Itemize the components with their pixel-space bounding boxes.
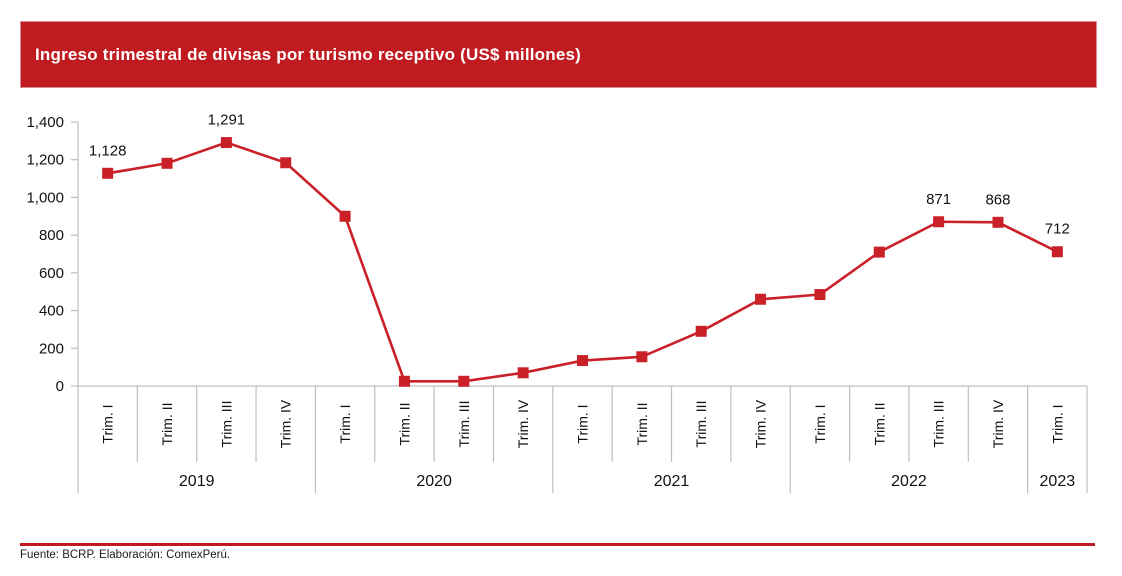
x-quarter-label: Trim. II: [396, 402, 412, 445]
x-quarter-label: Trim. III: [456, 401, 472, 448]
x-quarter-label: Trim. III: [218, 401, 234, 448]
y-axis-tick-label: 1,000: [26, 189, 64, 206]
data-point-marker: [161, 157, 173, 169]
chart-title: Ingreso trimestral de divisas por turism…: [35, 44, 582, 64]
data-point-marker: [695, 325, 707, 337]
y-axis-tick-label: 800: [39, 227, 64, 244]
y-axis-tick-label: 1,400: [26, 114, 64, 131]
data-point-marker: [755, 293, 767, 305]
year-label: 2023: [1040, 473, 1076, 490]
data-point-marker: [636, 351, 648, 363]
chart-title-bar: Ingreso trimestral de divisas por turism…: [20, 21, 1097, 88]
year-label: 2022: [891, 473, 927, 490]
year-label: 2021: [654, 473, 690, 490]
data-point-marker: [102, 167, 114, 179]
y-axis-tick-label: 0: [56, 378, 64, 395]
y-axis-tick-label: 400: [39, 303, 64, 320]
data-point-marker: [933, 216, 945, 228]
series-line: [107, 141, 1058, 383]
data-point-marker: [992, 216, 1004, 228]
y-axis-tick-label: 1,200: [26, 152, 64, 169]
x-quarter-label: Trim. I: [575, 404, 591, 443]
x-quarter-label: Trim. II: [634, 402, 650, 445]
x-quarter-label: Trim. I: [337, 404, 353, 443]
quarterly-tourism-line-chart: 0 200 400 600 800 1,000 1,200 1,400 Trim. I Trim.…: [26, 112, 1088, 493]
data-point-label: 868: [985, 191, 1010, 208]
data-point-marker: [873, 246, 885, 258]
x-quarter-label: Trim. I: [1049, 404, 1065, 443]
year-label: 2020: [416, 473, 452, 490]
data-point-label: 712: [1045, 221, 1070, 238]
x-quarter-label: Trim. IV: [990, 399, 1006, 448]
data-point-label: 1,291: [208, 112, 246, 129]
x-quarter-label: Trim. IV: [515, 399, 531, 448]
y-axis-tick-label: 600: [39, 265, 64, 282]
data-point-label: 871: [926, 191, 951, 208]
data-point-marker: [280, 157, 292, 169]
x-quarter-label: Trim. III: [931, 401, 947, 448]
x-quarter-label: Trim. I: [812, 404, 828, 443]
y-axis-tick-label: 200: [39, 340, 64, 357]
x-quarter-label: Trim. II: [159, 402, 175, 445]
data-point-marker: [814, 289, 826, 301]
data-point-marker: [1051, 246, 1063, 258]
data-point-marker: [577, 355, 588, 367]
data-point-marker: [398, 375, 410, 387]
data-point-marker: [517, 367, 529, 379]
data-point-marker: [220, 137, 232, 149]
source-note: Fuente: BCRP. Elaboración: ComexPerú.: [20, 549, 231, 561]
data-point-label: 1,128: [89, 142, 127, 159]
x-quarter-label: Trim. IV: [753, 399, 769, 448]
x-quarter-label: Trim. I: [100, 404, 116, 443]
x-quarter-label: Trim. IV: [278, 399, 294, 448]
year-label: 2019: [179, 473, 215, 490]
data-point-marker: [339, 210, 351, 222]
footer-divider: [20, 543, 1095, 546]
x-quarter-label: Trim. II: [871, 402, 887, 445]
x-quarter-label: Trim. III: [693, 401, 709, 448]
data-point-marker: [458, 375, 470, 387]
